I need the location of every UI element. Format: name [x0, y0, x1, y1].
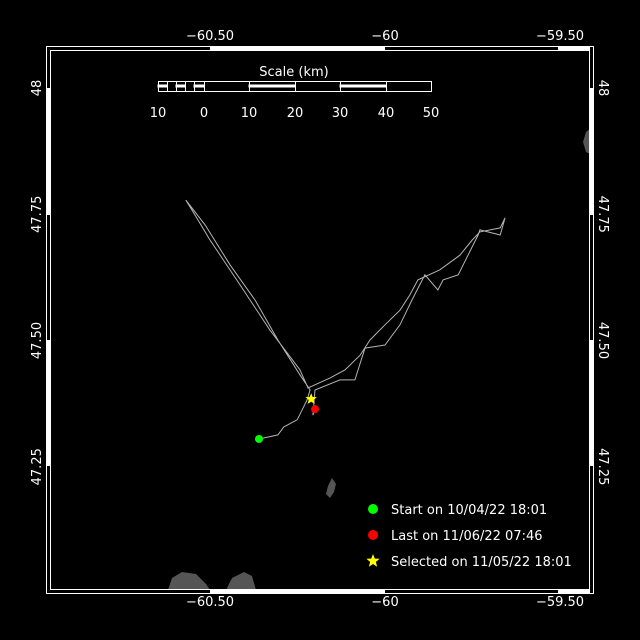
- lat-tick-label: 47.50: [595, 322, 610, 359]
- scale-label: 0: [200, 106, 208, 121]
- frame-ticks: [46, 46, 594, 594]
- scale-label: 40: [378, 106, 395, 121]
- lat-tick-label: 48: [595, 80, 610, 97]
- land-patch: [168, 572, 210, 590]
- selected-legend-star-icon: [366, 554, 380, 567]
- lon-tick-label: −60.50: [186, 29, 234, 44]
- lat-tick-label: 47.25: [30, 448, 45, 485]
- lat-tick-label: 47.50: [30, 322, 45, 359]
- lat-tick-label: 48: [30, 80, 45, 97]
- lat-tick-label: 47.75: [595, 196, 610, 233]
- legend: Start on 10/04/22 18:01 Last on 11/06/22…: [366, 503, 572, 570]
- scale-label: 20: [287, 106, 304, 121]
- lon-tick-label: −60: [371, 595, 398, 610]
- start-marker[interactable]: [255, 434, 263, 443]
- scale-label: 10: [150, 106, 167, 121]
- selected-star-marker[interactable]: [305, 393, 317, 404]
- legend-selected-label: Selected on 11/05/22 18:01: [391, 555, 572, 570]
- land-patch: [326, 478, 336, 498]
- scale-label: 30: [332, 106, 349, 121]
- lon-tick-label: −59.50: [536, 29, 584, 44]
- drifter-track[interactable]: [185, 199, 506, 440]
- scale-bar: Scale (km) 10 0 10 20 30 40 50: [150, 65, 440, 121]
- lon-tick-label: −60.50: [186, 595, 234, 610]
- lon-tick-label: −59.50: [536, 595, 584, 610]
- lon-tick-label: −60: [371, 29, 398, 44]
- lat-tick-label: 47.25: [595, 448, 610, 485]
- scale-label: 50: [423, 106, 440, 121]
- start-legend-icon: [368, 504, 378, 514]
- scale-title: Scale (km): [259, 65, 328, 80]
- last-marker[interactable]: [311, 405, 319, 414]
- legend-last-label: Last on 11/06/22 07:46: [391, 529, 543, 544]
- last-legend-icon: [368, 530, 378, 540]
- lat-tick-label: 47.75: [30, 196, 45, 233]
- land-patch: [226, 572, 256, 590]
- legend-start-label: Start on 10/04/22 18:01: [391, 503, 547, 518]
- scale-label: 10: [241, 106, 258, 121]
